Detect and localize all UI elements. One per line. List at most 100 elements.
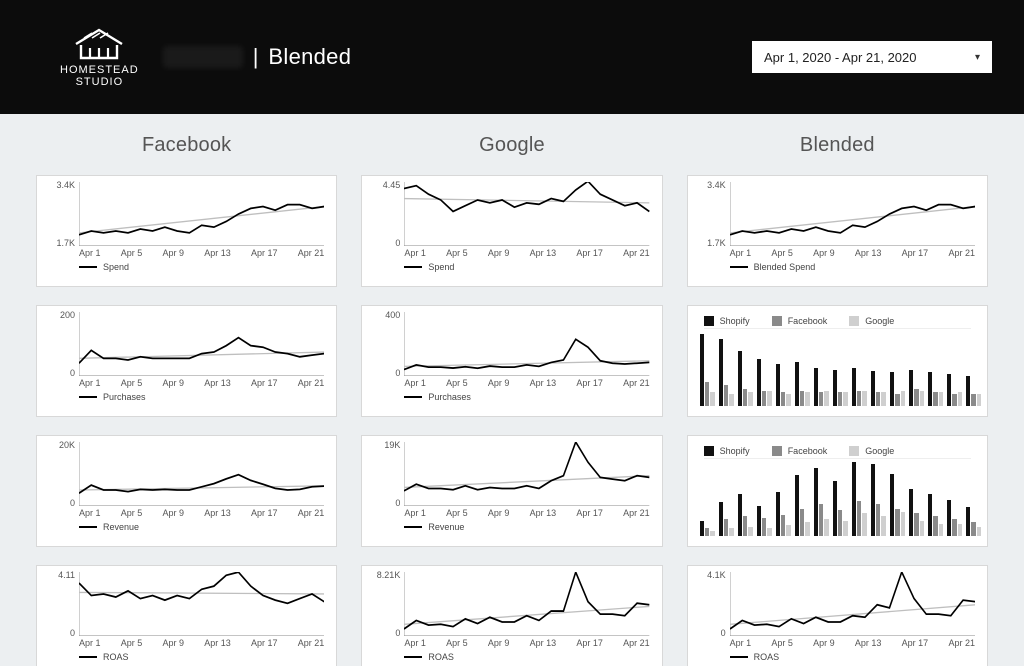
bar <box>814 368 818 406</box>
bar-group <box>833 460 848 536</box>
x-axis-labels: Apr 1Apr 5Apr 9Apr 13Apr 17Apr 21 <box>47 638 326 648</box>
bar <box>719 502 723 536</box>
bar <box>767 528 771 536</box>
bar <box>795 362 799 406</box>
bar <box>947 374 951 406</box>
bar <box>729 394 733 406</box>
chart-area: 4.450 <box>372 182 651 246</box>
xtick: Apr 5 <box>771 638 793 648</box>
xtick: Apr 17 <box>576 638 603 648</box>
bar <box>933 516 937 536</box>
chart-legend: Revenue <box>372 522 651 532</box>
bar <box>786 394 790 406</box>
bar <box>928 372 932 406</box>
page-title-wrap: | Blended <box>163 44 352 70</box>
xtick: Apr 13 <box>204 248 231 258</box>
bar <box>781 515 785 536</box>
legend-line-swatch <box>404 396 422 398</box>
x-axis-labels: Apr 1Apr 5Apr 9Apr 13Apr 17Apr 21 <box>47 378 326 388</box>
bar <box>852 462 856 536</box>
bar <box>705 382 709 406</box>
xtick: Apr 9 <box>813 638 835 648</box>
bar-group <box>871 330 886 406</box>
legend-line-swatch <box>404 266 422 268</box>
xtick: Apr 1 <box>404 638 426 648</box>
col-head-blended: Blended <box>687 134 988 157</box>
bar <box>920 391 924 406</box>
fb-purchases-card: 2000Apr 1Apr 5Apr 9Apr 13Apr 17Apr 21Pur… <box>36 305 337 417</box>
bar <box>966 507 970 536</box>
xtick: Apr 21 <box>298 508 325 518</box>
bar <box>857 391 861 406</box>
bar <box>890 372 894 406</box>
xtick: Apr 9 <box>163 248 185 258</box>
gg-revenue-card: 19K0Apr 1Apr 5Apr 9Apr 13Apr 17Apr 21Rev… <box>361 435 662 547</box>
ytick-high: 200 <box>47 310 75 320</box>
date-range-picker[interactable]: Apr 1, 2020 - Apr 21, 2020 ▾ <box>752 41 992 73</box>
bar <box>958 524 962 536</box>
bar <box>743 516 747 536</box>
fb-roas-card: 4.110Apr 1Apr 5Apr 9Apr 13Apr 17Apr 21RO… <box>36 565 337 666</box>
bar <box>901 391 905 406</box>
gg-purchases-card: 4000Apr 1Apr 5Apr 9Apr 13Apr 17Apr 21Pur… <box>361 305 662 417</box>
bar <box>862 391 866 406</box>
bar <box>958 392 962 406</box>
bar <box>857 501 861 536</box>
dashboard-body: Facebook Google Blended 3.4K1.7KApr 1Apr… <box>0 114 1024 666</box>
xtick: Apr 9 <box>163 378 185 388</box>
xtick: Apr 9 <box>488 638 510 648</box>
bar <box>705 528 709 536</box>
bar <box>977 527 981 536</box>
chart-legend: ROAS <box>698 652 977 662</box>
bl-spend-card: 3.4K1.7KApr 1Apr 5Apr 9Apr 13Apr 17Apr 2… <box>687 175 988 287</box>
col-head-google: Google <box>361 134 662 157</box>
legend-line-swatch <box>730 656 748 658</box>
chart-legend: ROAS <box>372 652 651 662</box>
xtick: Apr 21 <box>623 638 650 648</box>
bar <box>786 525 790 536</box>
bar-group <box>700 330 715 406</box>
legend-line-swatch <box>730 266 748 268</box>
redacted-client-name <box>163 46 243 68</box>
ytick-low: 1.7K <box>47 238 75 248</box>
legend-line-swatch <box>79 656 97 658</box>
xtick: Apr 13 <box>530 378 557 388</box>
ytick-high: 3.4K <box>698 180 726 190</box>
legend-label: Shopify <box>720 446 750 456</box>
gg-roas-card: 8.21K0Apr 1Apr 5Apr 9Apr 13Apr 17Apr 21R… <box>361 565 662 666</box>
bar-group <box>757 460 772 536</box>
legend-swatch <box>849 446 859 456</box>
ytick-low: 0 <box>47 498 75 508</box>
bar <box>871 371 875 406</box>
bar-group <box>928 330 943 406</box>
xtick: Apr 21 <box>948 248 975 258</box>
bar <box>876 504 880 536</box>
xtick: Apr 1 <box>404 508 426 518</box>
bar <box>914 389 918 406</box>
legend-label: Google <box>865 316 894 326</box>
xtick: Apr 9 <box>488 248 510 258</box>
xtick: Apr 1 <box>730 248 752 258</box>
legend-swatch <box>772 446 782 456</box>
legend-label: Revenue <box>103 522 139 532</box>
xtick: Apr 21 <box>298 638 325 648</box>
chart-legend: Spend <box>372 262 651 272</box>
bar-group <box>738 330 753 406</box>
legend-label: Revenue <box>428 522 464 532</box>
bar <box>743 389 747 406</box>
bar <box>966 376 970 406</box>
bar <box>719 339 723 406</box>
chart-area: 8.21K0 <box>372 572 651 636</box>
ytick-high: 8.21K <box>372 570 400 580</box>
bar-group <box>719 460 734 536</box>
bar <box>748 527 752 536</box>
chart-area: 4000 <box>372 312 651 376</box>
bar-group <box>776 460 791 536</box>
bl-roas-card: 4.1K0Apr 1Apr 5Apr 9Apr 13Apr 17Apr 21RO… <box>687 565 988 666</box>
bar-group <box>890 460 905 536</box>
house-icon <box>72 26 126 60</box>
legend-label: Purchases <box>428 392 471 402</box>
bar <box>971 394 975 406</box>
bar <box>738 351 742 406</box>
xtick: Apr 13 <box>855 638 882 648</box>
